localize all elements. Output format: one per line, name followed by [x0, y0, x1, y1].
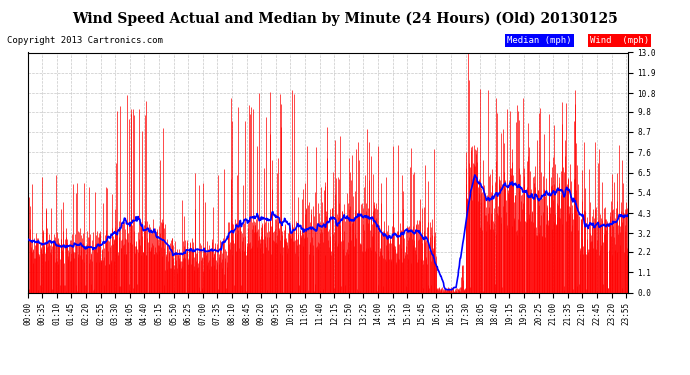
Text: Wind  (mph): Wind (mph) [590, 36, 649, 45]
Text: Wind Speed Actual and Median by Minute (24 Hours) (Old) 20130125: Wind Speed Actual and Median by Minute (… [72, 11, 618, 26]
Text: Copyright 2013 Cartronics.com: Copyright 2013 Cartronics.com [7, 36, 163, 45]
Text: Median (mph): Median (mph) [507, 36, 571, 45]
